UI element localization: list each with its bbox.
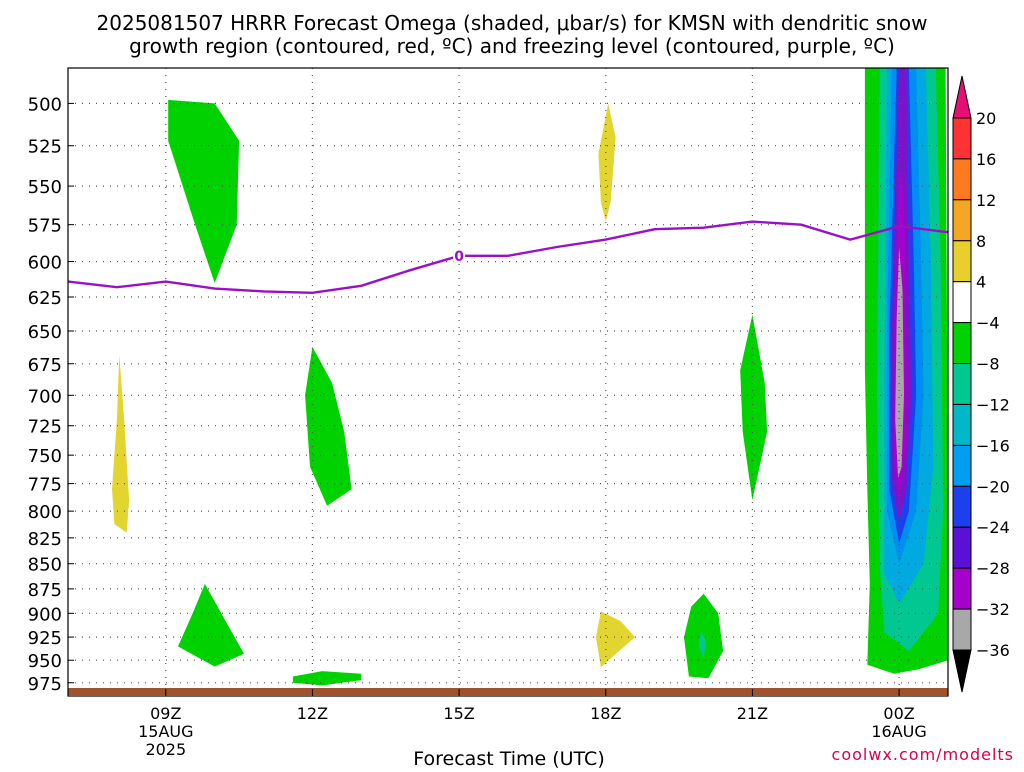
- colorbar-label-4: 4: [976, 273, 986, 292]
- y-tick-label-775: 775: [28, 475, 62, 496]
- omega-region-8: [698, 630, 706, 659]
- colorbar-label-0: 20: [976, 109, 996, 128]
- y-tick-label-850: 850: [28, 555, 62, 576]
- omega-region-5: [598, 103, 616, 222]
- y-tick-label-500: 500: [28, 94, 62, 115]
- colorbar-label-13: −36: [976, 641, 1010, 660]
- colorbar-label-5: −4: [976, 314, 1000, 333]
- x-tick-year-09Z: 2025: [145, 740, 186, 759]
- x-tick-date-09Z: 15AUG: [138, 722, 193, 741]
- colorbar-swatch-8: [952, 444, 972, 487]
- colorbar-swatch-7: [952, 404, 972, 446]
- y-tick-label-750: 750: [28, 446, 62, 467]
- colorbar-top-triangle: [952, 75, 972, 119]
- colorbar-swatch-10: [952, 526, 972, 569]
- colorbar-swatch-2: [952, 199, 972, 242]
- x-tick-date-00Z: 16AUG: [871, 722, 926, 741]
- omega-region-9: [740, 314, 768, 501]
- y-tick-label-925: 925: [28, 628, 62, 649]
- credit-text: coolwx.com/modelts: [832, 745, 1014, 764]
- colorbar-swatch-6: [952, 363, 972, 405]
- colorbar-swatch-4: [952, 281, 972, 324]
- y-tick-label-825: 825: [28, 529, 62, 550]
- colorbar-label-11: −28: [976, 559, 1010, 578]
- omega-region-6: [596, 611, 636, 668]
- x-tick-label-18Z: 18Z: [590, 704, 621, 723]
- y-tick-label-950: 950: [28, 651, 62, 672]
- y-tick-label-725: 725: [28, 417, 62, 438]
- colorbar-label-7: −12: [976, 396, 1010, 415]
- y-tick-label-800: 800: [28, 502, 62, 523]
- colorbar-label-9: −20: [976, 477, 1010, 496]
- colorbar-label-6: −8: [976, 355, 1000, 374]
- y-tick-label-550: 550: [28, 177, 62, 198]
- colorbar-swatch-9: [952, 485, 972, 528]
- x-tick-label-09Z: 09Z: [150, 704, 181, 723]
- colorbar-swatch-5: [952, 322, 972, 365]
- y-tick-label-625: 625: [28, 288, 62, 309]
- y-tick-label-525: 525: [28, 137, 62, 158]
- colorbar-label-2: 12: [976, 191, 996, 210]
- colorbar-bottom-triangle: [952, 649, 972, 693]
- colorbar-label-10: −24: [976, 518, 1010, 537]
- freezing-level-line: [68, 220, 948, 295]
- colorbar-label-8: −16: [976, 436, 1010, 455]
- x-tick-label-12Z: 12Z: [297, 704, 328, 723]
- colorbar-label-3: 8: [976, 232, 986, 251]
- omega-region-1: [112, 354, 130, 533]
- y-tick-label-875: 875: [28, 580, 62, 601]
- ground-surface: [68, 688, 948, 695]
- colorbar-swatch-11: [952, 567, 972, 610]
- freezing-level-label: 0: [454, 249, 464, 265]
- x-tick-label-15Z: 15Z: [443, 704, 474, 723]
- y-tick-label-700: 700: [28, 386, 62, 407]
- x-tick-label-00Z: 00Z: [883, 704, 914, 723]
- omega-shaded-regions: [112, 68, 948, 686]
- y-tick-label-975: 975: [28, 674, 62, 695]
- omega-region-3: [178, 583, 244, 667]
- colorbar: 20 16 12 8 4 −4 −8 −12 −16 −20 −24 −28 −32 −36: [952, 75, 1010, 693]
- colorbar-swatch-1: [952, 158, 972, 201]
- colorbar-label-12: −32: [976, 600, 1010, 619]
- y-tick-label-675: 675: [28, 355, 62, 376]
- colorbar-swatch-0: [952, 117, 972, 160]
- omega-region-2: [305, 346, 352, 506]
- omega-region-7: [684, 593, 724, 679]
- y-tick-label-600: 600: [28, 253, 62, 274]
- omega-region-0: [168, 99, 240, 284]
- colorbar-label-1: 16: [976, 150, 996, 169]
- freezing-label-bg: [453, 247, 466, 262]
- chart-title-line-1: 2025081507 HRRR Forecast Omega (shaded, …: [97, 11, 928, 35]
- colorbar-swatch-3: [952, 240, 972, 283]
- freezing-level-group: 0: [68, 220, 948, 295]
- y-axis: 500 525 550 575 600 625 650 675 700 725 750 775 800 8…: [28, 94, 74, 695]
- y-tick-label-650: 650: [28, 322, 62, 343]
- y-tick-label-575: 575: [28, 216, 62, 237]
- chart-title-line-2: growth region (contoured, red, ºC) and f…: [129, 34, 895, 58]
- x-tick-label-21Z: 21Z: [737, 704, 768, 723]
- plot-frame: [67, 67, 949, 697]
- colorbar-swatch-12: [952, 608, 972, 651]
- y-tick-label-900: 900: [28, 604, 62, 625]
- x-axis-label: Forecast Time (UTC): [413, 748, 604, 768]
- omega-region-4: [292, 671, 362, 686]
